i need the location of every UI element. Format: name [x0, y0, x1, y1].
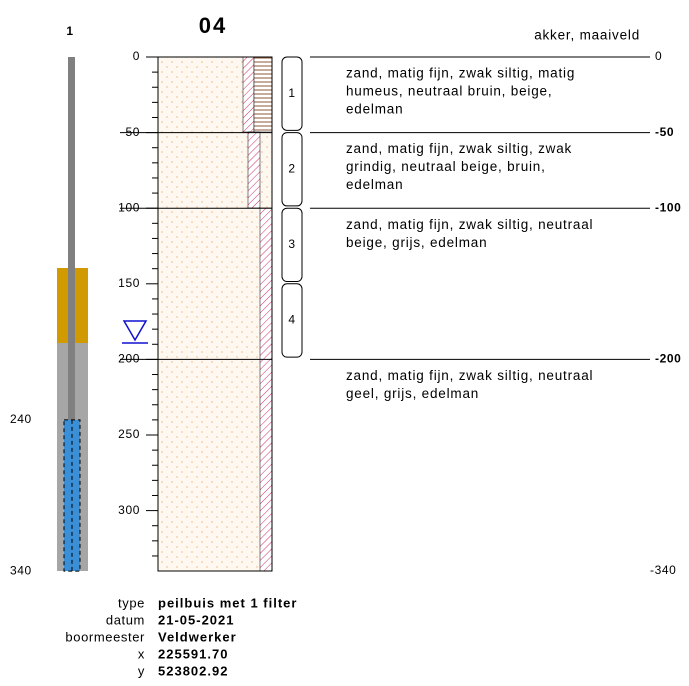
well-number: 1	[66, 24, 73, 38]
bottom-depth-label: -340	[650, 563, 676, 577]
layer-description: zand, matig fijn, zwak siltig, neutraal	[346, 217, 593, 232]
depth-tick-label: 300	[118, 503, 140, 517]
meta-label: datum	[106, 612, 145, 627]
meta-value: Veldwerker	[158, 629, 237, 644]
meta-label: type	[118, 595, 145, 610]
meta-label: boormeester	[65, 629, 145, 644]
boring-log: 1 04 akker, maaiveld 2403400501001502002…	[0, 0, 689, 686]
depth-tick-label: 250	[118, 427, 140, 441]
meta-value: peilbuis met 1 filter	[158, 595, 297, 610]
layer-top-label: -50	[655, 125, 674, 139]
meta-value: 21-05-2021	[158, 612, 235, 627]
layer-top-label: -200	[655, 352, 681, 366]
meta-label: y	[138, 663, 145, 678]
depth-tick-label: 0	[133, 49, 140, 63]
filter-top-label: 240	[10, 412, 32, 426]
sample-label: 4	[288, 313, 295, 327]
filter-bottom-label: 340	[10, 563, 32, 577]
layer-description: zand, matig fijn, zwak siltig, neutraal	[346, 368, 593, 383]
layer-description: edelman	[346, 102, 403, 117]
layer-top-label: 0	[655, 49, 662, 63]
silt-hatch	[243, 57, 254, 132]
page: 1 04 akker, maaiveld 2403400501001502002…	[0, 0, 689, 686]
meta-value: 225591.70	[158, 646, 228, 661]
silt-hatch	[260, 208, 272, 571]
depth-tick-label: 100	[118, 200, 140, 214]
layer-description: humeus, neutraal bruin, beige,	[346, 84, 552, 99]
sample-label: 3	[288, 237, 295, 251]
sample-label: 2	[288, 161, 295, 175]
sample-label: 1	[288, 86, 295, 100]
layer-description: grindig, neutraal beige, bruin,	[346, 159, 546, 174]
layer-description: beige, grijs, edelman	[346, 235, 487, 250]
layer-top-label: -100	[655, 200, 681, 214]
water-level	[124, 321, 146, 340]
layer-description: edelman	[346, 177, 403, 192]
meta-label: x	[138, 646, 145, 661]
depth-tick-label: 150	[118, 276, 140, 290]
depth-tick-label: 200	[118, 352, 140, 366]
title: 04	[199, 13, 227, 38]
layer-description: zand, matig fijn, zwak siltig, zwak	[346, 141, 572, 156]
layer-description: geel, grijs, edelman	[346, 386, 479, 401]
humus-hatch	[254, 57, 272, 132]
layer-description: zand, matig fijn, zwak siltig, matig	[346, 66, 575, 81]
silt-hatch	[248, 132, 260, 208]
meta-value: 523802.92	[158, 663, 228, 678]
depth-tick-label: 50	[125, 125, 140, 139]
surface-label: akker, maaiveld	[534, 28, 640, 43]
